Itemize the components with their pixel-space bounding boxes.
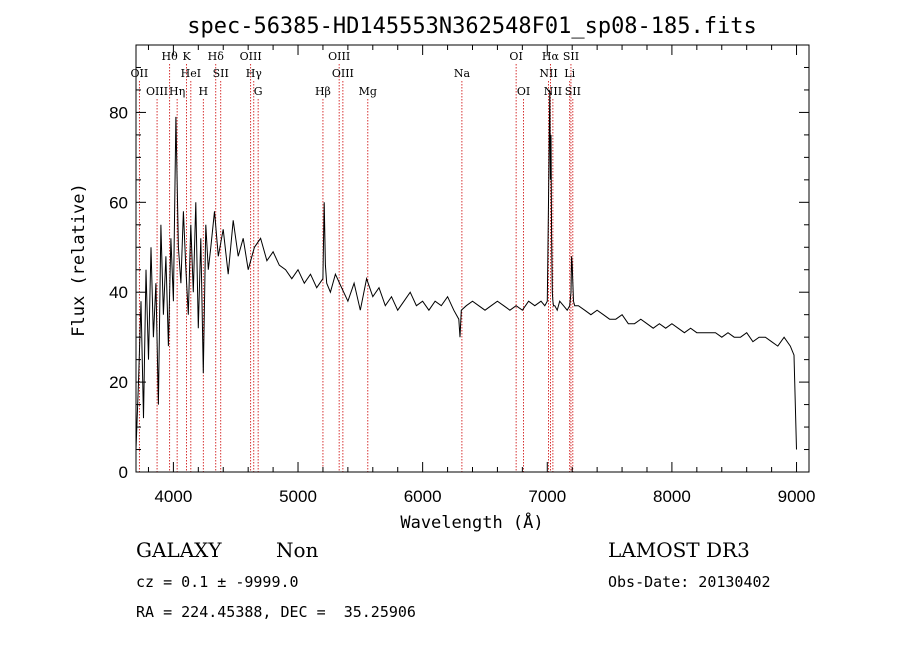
spectral-line-label: SII [563, 50, 579, 63]
flux-series-line [135, 89, 797, 450]
plot-frame [135, 44, 810, 473]
spectral-line-label: Na [454, 67, 471, 80]
spectral-line-label: Li [564, 67, 575, 80]
spectral-line-label: K [182, 50, 191, 63]
spectral-line-label: H [199, 85, 209, 98]
spectral-line-label: OI [509, 50, 522, 63]
redshift-cz: cz = 0.1 ± -9999.0 [136, 573, 299, 591]
x-tick-label: 5000 [279, 487, 317, 506]
y-tick-label: 60 [109, 193, 128, 212]
spectral-line-label: NII [544, 85, 562, 98]
x-axis-label: Wavelength (Å) [400, 511, 543, 533]
spectral-line-label: SII [565, 85, 581, 98]
y-tick-label: 20 [109, 373, 128, 392]
spectral-line-label: HeI [181, 67, 201, 80]
spectral-line-label: OIII [146, 85, 168, 98]
y-tick-label: 80 [109, 103, 128, 122]
axis-ticks: 4000 5000 6000 7000 8000 9000 0 20 40 60 80 [109, 45, 815, 506]
spectral-line-label: SII [213, 67, 229, 80]
spectral-line-label: Hγ [246, 67, 263, 80]
spectral-line-label: OIII [332, 67, 354, 80]
x-tick-label: 7000 [528, 487, 566, 506]
spectral-line-label: Hα [542, 50, 560, 63]
spectral-line-label: OII [131, 67, 149, 80]
y-axis-label: Flux (relative) [69, 183, 89, 337]
survey-name: LAMOST DR3 [608, 538, 750, 562]
coordinates: RA = 224.45388, DEC = 35.25906 [136, 603, 416, 621]
x-tick-label: 4000 [154, 487, 192, 506]
spectral-line-label: OIII [328, 50, 350, 63]
spectral-line-label: OI [517, 85, 530, 98]
x-tick-label: 8000 [653, 487, 691, 506]
y-tick-label: 0 [119, 463, 128, 482]
object-subclass: Non [276, 538, 319, 562]
observation-date: Obs-Date: 20130402 [608, 573, 771, 591]
chart-title: spec-56385-HD145553N362548F01_sp08-185.f… [187, 14, 757, 39]
spectral-line-label: OIII [240, 50, 262, 63]
spectral-line-label: NII [539, 67, 557, 80]
y-tick-label: 40 [109, 283, 128, 302]
spectral-line-label: Hβ [315, 85, 331, 98]
spectral-line-label: Hη [169, 85, 185, 98]
spectral-line-label: Hθ [162, 50, 179, 63]
spectral-line-label: Hδ [208, 50, 225, 63]
spectral-line-label: Mg [359, 85, 377, 98]
object-class: GALAXY [136, 538, 222, 562]
x-tick-label: 9000 [778, 487, 816, 506]
x-tick-label: 6000 [404, 487, 442, 506]
spectral-line-label: G [254, 85, 263, 98]
